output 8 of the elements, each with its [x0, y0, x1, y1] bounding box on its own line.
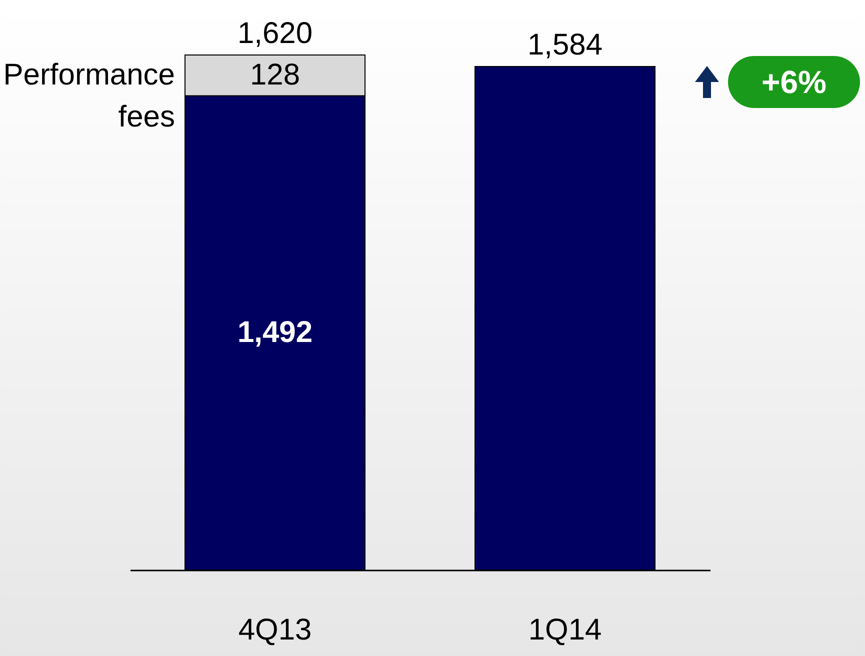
text: +6%: [728, 56, 860, 108]
total-label: 1,620: [237, 17, 313, 50]
total-label: 1,584: [527, 28, 603, 62]
data-label: 1,492: [237, 316, 313, 349]
x-tick-label: 4Q13: [238, 614, 312, 646]
series-label: Performance fees: [3, 58, 175, 134]
x-tick-label: 1Q14: [528, 614, 602, 646]
data-label: 128: [250, 58, 300, 92]
